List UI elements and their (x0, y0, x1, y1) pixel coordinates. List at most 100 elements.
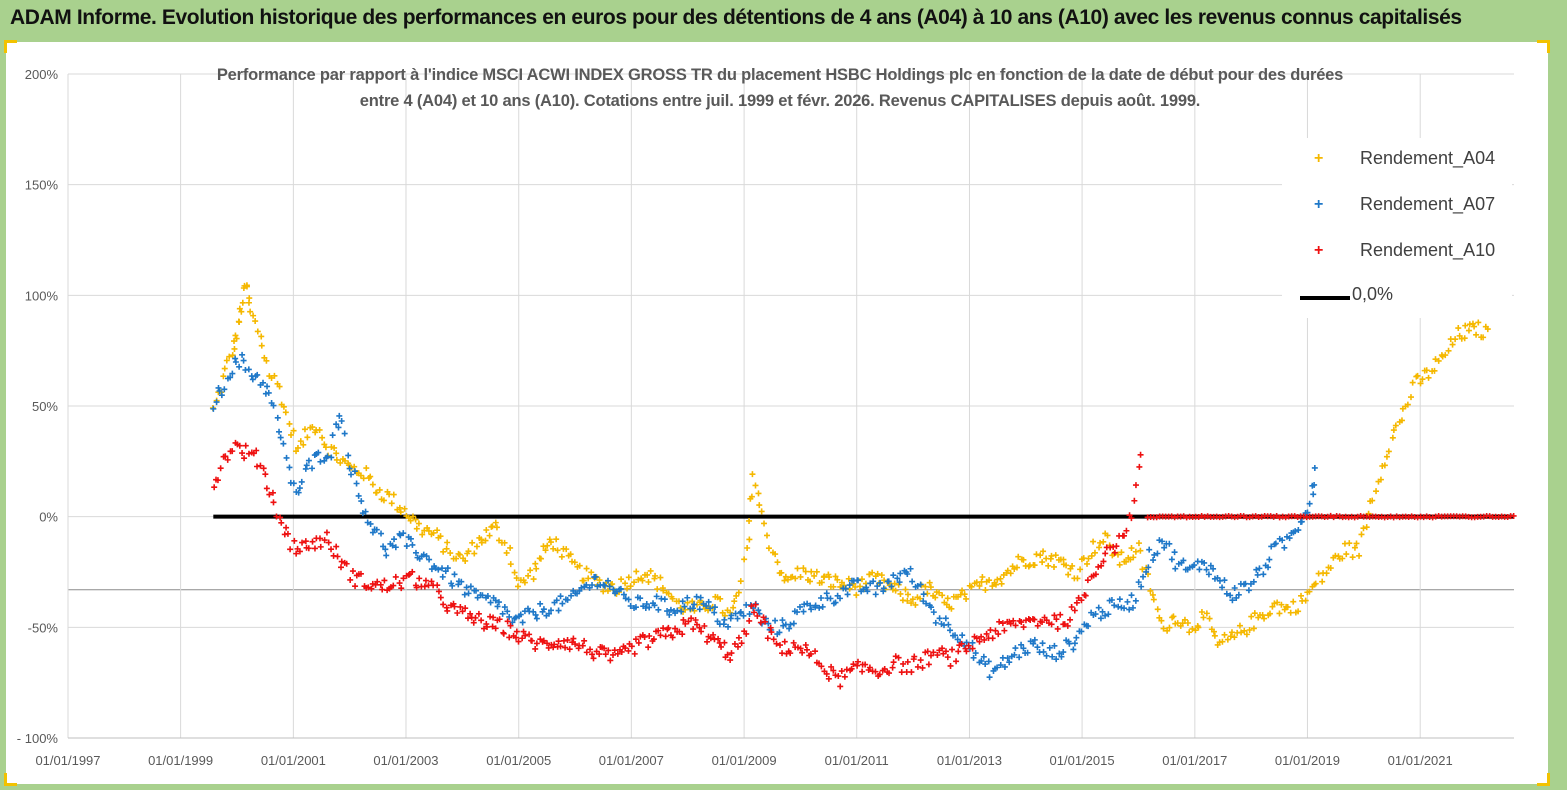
rendement-a10-point (217, 465, 224, 472)
rendement-a10-point (528, 637, 535, 644)
rendement-a10-zero-point (1252, 513, 1259, 520)
rendement-a07-point (260, 379, 267, 386)
rendement-a04-point (243, 283, 250, 290)
rendement-a04-point (1014, 564, 1020, 571)
legend-item-a04[interactable]: + Rendement_A04 (1300, 146, 1510, 176)
rendement-a07-point (1092, 611, 1099, 618)
rendement-a04-point (1118, 549, 1125, 556)
rendement-a10-point (692, 617, 699, 624)
rendement-a07-point (1108, 597, 1115, 604)
rendement-a10-point (564, 637, 571, 644)
rendement-a04-point (625, 574, 632, 581)
rendement-a10-point (908, 669, 915, 676)
rendement-a10-point (1064, 622, 1071, 629)
rendement-a07-point (786, 625, 793, 632)
legend-line-zero (1300, 296, 1350, 300)
rendement-a04-point (1461, 335, 1468, 342)
rendement-a04-point (756, 502, 763, 509)
rendement-a07-point (1018, 641, 1025, 648)
rendement-a07-point (1051, 642, 1058, 649)
rendement-a07-point (1078, 628, 1085, 635)
rendement-a10-zero-point (1504, 513, 1511, 520)
rendement-a07-point (617, 585, 624, 592)
rendement-a10-point (413, 584, 420, 591)
rendement-a04-point (1007, 570, 1014, 577)
rendement-a04-point (304, 434, 311, 441)
rendement-a04-point (1246, 626, 1253, 633)
rendement-a07-point (1203, 566, 1210, 573)
rendement-a04-point (319, 434, 326, 441)
rendement-a04-point (1471, 323, 1478, 330)
rendement-a10-point (352, 583, 359, 590)
rendement-a07-point (1011, 651, 1018, 658)
rendement-a04-point (772, 551, 779, 558)
legend-item-a10[interactable]: + Rendement_A10 (1300, 238, 1510, 268)
rendement-a10-point (646, 633, 653, 639)
rendement-a10-point (614, 650, 621, 657)
rendement-a04-point (994, 576, 1001, 583)
rendement-a07-point (557, 593, 564, 600)
rendement-a04-point (220, 373, 227, 380)
rendement-a07-point (632, 604, 639, 611)
rendement-a07-point (1105, 611, 1112, 618)
rendement-a07-point (816, 604, 823, 611)
rendement-a04-point (576, 562, 583, 569)
rendement-a10-point (862, 661, 869, 668)
rendement-a07-point (494, 603, 501, 610)
rendement-a10-zero-point (1195, 514, 1202, 521)
rendement-a04-point (1462, 322, 1469, 329)
resize-handle-top-left[interactable] (4, 40, 17, 53)
rendement-a10-point (1132, 482, 1139, 489)
rendement-a04-point (730, 604, 737, 611)
rendement-a04-point (233, 335, 240, 342)
rendement-a10-point (764, 635, 771, 642)
y-tick-label: 100% (25, 288, 59, 303)
rendement-a07-point (1279, 537, 1286, 544)
legend[interactable]: + Rendement_A04 + Rendement_A07 + Rendem… (1282, 138, 1512, 318)
rendement-a04-point (1231, 634, 1238, 641)
rendement-a10-point (854, 662, 861, 669)
rendement-a04-point (781, 577, 788, 584)
rendement-a10-point (655, 627, 662, 634)
rendement-a04-point (746, 536, 753, 543)
rendement-a10-point (688, 615, 695, 622)
rendement-a04-point (1276, 610, 1283, 617)
rendement-a10-point (958, 640, 965, 647)
legend-item-a07[interactable]: + Rendement_A07 (1300, 192, 1510, 222)
rendement-a04-point (486, 532, 493, 539)
rendement-a10-point (1071, 607, 1078, 614)
rendement-a10-point (381, 577, 388, 584)
rendement-a07-point (341, 430, 348, 437)
rendement-a04-point (1455, 325, 1462, 332)
resize-handle-bottom-right[interactable] (1537, 773, 1550, 786)
rendement-a07-point (492, 597, 499, 604)
rendement-a07-point (487, 599, 494, 606)
rendement-a10-point (343, 560, 350, 567)
x-tick-label: 01/01/1999 (148, 753, 213, 768)
resize-handle-top-right[interactable] (1537, 40, 1550, 53)
rendement-a04-point (1445, 347, 1452, 354)
rendement-a07-point (711, 604, 718, 611)
rendement-a10-point (1131, 497, 1138, 504)
rendement-a07-point (504, 608, 511, 615)
rendement-a07-point (213, 399, 220, 406)
rendement-a04-point (1200, 614, 1207, 621)
rendement-a10-point (1039, 619, 1046, 626)
rendement-a10-point (837, 683, 844, 690)
resize-handle-bottom-left[interactable] (4, 773, 17, 786)
rendement-a07-point (1266, 556, 1273, 563)
rendement-a10-point (748, 603, 755, 610)
rendement-a07-point (772, 617, 779, 624)
rendement-a10-point (890, 659, 897, 666)
rendement-a10-point (229, 448, 236, 455)
rendement-a04-point (1259, 612, 1266, 619)
rendement-a10-point (437, 594, 444, 601)
rendement-a10-point (283, 524, 290, 531)
rendement-a07-point (254, 371, 261, 378)
rendement-a07-point (1201, 559, 1208, 566)
rendement-a07-point (362, 508, 369, 515)
rendement-a10-zero-point (1486, 513, 1493, 520)
rendement-a07-point (1115, 603, 1122, 610)
legend-item-zero[interactable]: 0,0% (1300, 282, 1510, 312)
rendement-a10-point (611, 647, 618, 654)
